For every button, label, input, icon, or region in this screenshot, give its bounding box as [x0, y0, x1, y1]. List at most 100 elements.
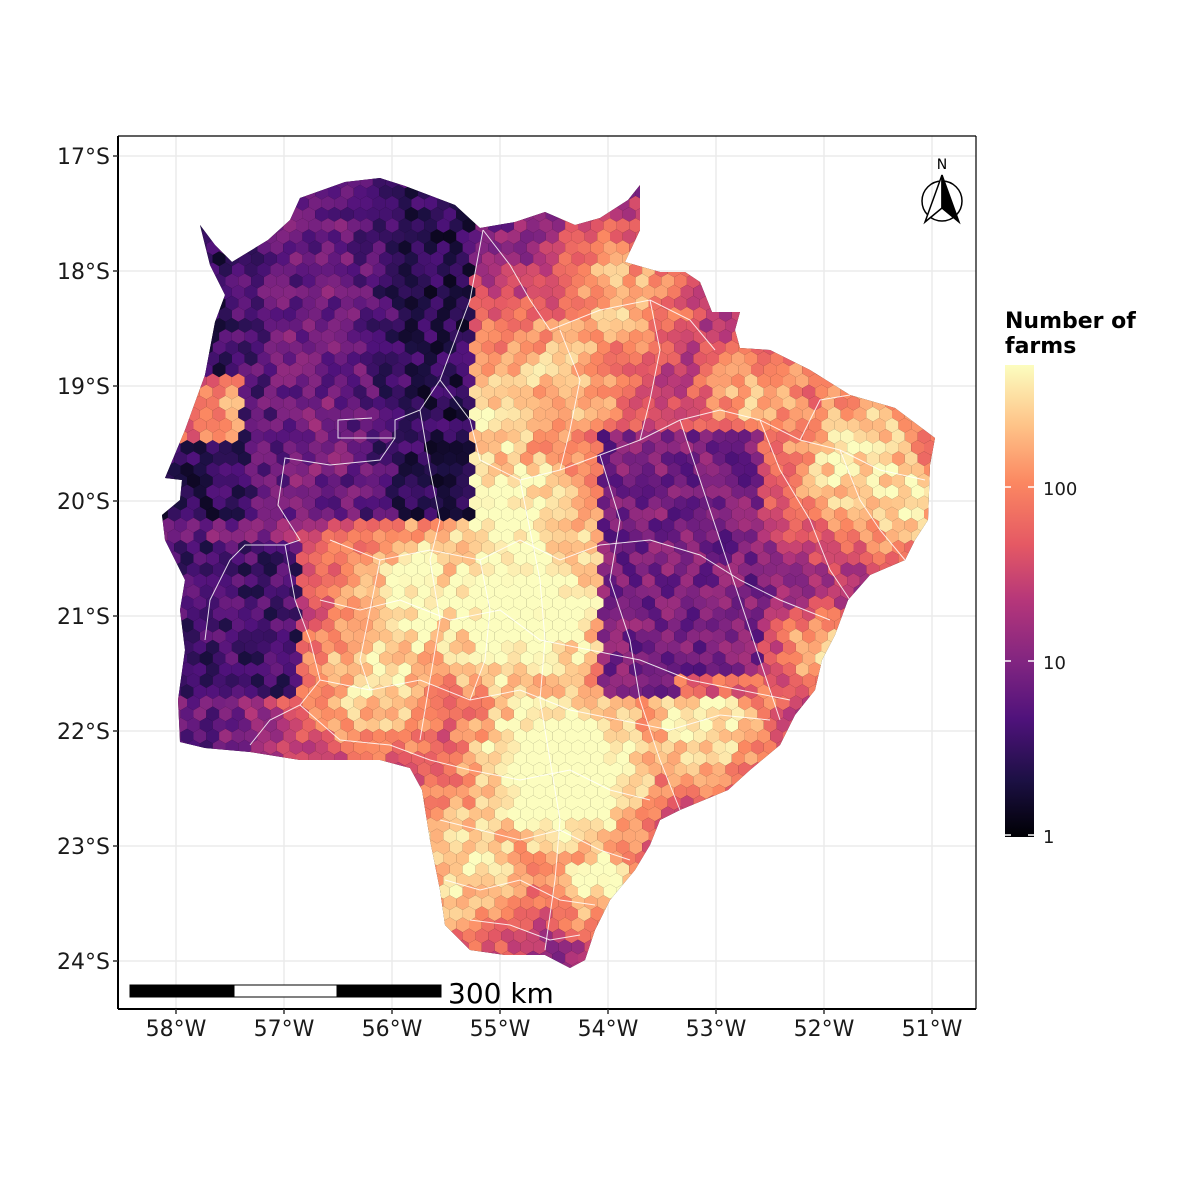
hex-cell: [802, 628, 816, 644]
hex-cell: [328, 517, 341, 533]
hex-cell: [494, 628, 508, 644]
hex-cell: [347, 506, 361, 522]
hex-cell: [315, 695, 328, 711]
hex-cell: [629, 573, 643, 589]
hex-cell: [340, 584, 354, 600]
hex-cell: [597, 495, 610, 511]
hex-cell: [770, 639, 783, 655]
hex-cell: [392, 562, 405, 577]
hex-cell: [347, 306, 361, 322]
hex-cell: [328, 384, 341, 400]
hex-cell: [212, 251, 226, 267]
hex-cell: [738, 695, 751, 711]
hex-cell: [789, 695, 803, 711]
hex-cell: [507, 939, 521, 955]
hex-cell: [680, 573, 694, 589]
hex-cell: [411, 284, 425, 300]
hex-cell: [558, 362, 572, 378]
hex-cell: [315, 628, 328, 644]
hex-cell: [475, 906, 489, 922]
hex-cell: [597, 362, 610, 378]
hex-cell: [667, 551, 681, 566]
hex-cell: [757, 706, 771, 722]
hex-cell: [565, 484, 578, 500]
hex-cell: [443, 207, 457, 222]
hex-cell: [430, 318, 444, 333]
hex-cell: [731, 351, 745, 367]
hex-cell: [270, 373, 284, 389]
hex-cell: [462, 218, 476, 233]
hex-cell: [392, 495, 405, 511]
hex-cell: [308, 240, 322, 256]
hex-cell: [456, 628, 469, 644]
hex-cell: [578, 617, 591, 633]
hex-cell: [424, 218, 437, 233]
hex-cell: [507, 628, 521, 644]
boundary-line: [337, 229, 484, 439]
hex-cell: [629, 728, 643, 744]
hex-cell: [725, 495, 739, 511]
hex-cell: [911, 462, 924, 478]
hex-cell: [379, 495, 393, 511]
hex-cell: [520, 429, 534, 444]
hex-cell: [334, 329, 348, 344]
hex-cell: [539, 440, 553, 455]
hex-cell: [475, 928, 489, 944]
hex-cell: [424, 262, 437, 278]
hex-cell: [533, 739, 546, 755]
hex-cell: [321, 306, 335, 322]
hex-cell: [475, 817, 489, 833]
hex-cell: [366, 362, 380, 378]
hex-cell: [629, 617, 643, 633]
hex-cell: [565, 706, 578, 722]
hex-cell: [635, 362, 649, 378]
hex-cell: [597, 873, 610, 888]
hex-cell: [206, 573, 220, 589]
hex-cell: [578, 861, 591, 877]
hex-cell: [834, 395, 848, 411]
boundary-line: [419, 409, 441, 741]
hex-cell: [494, 850, 508, 866]
hex-cell: [302, 429, 316, 444]
hex-cell: [501, 506, 514, 522]
hex-cell: [437, 528, 450, 544]
hex-cell: [513, 240, 527, 256]
hex-cell: [622, 340, 636, 355]
hex-cell: [539, 284, 553, 300]
hex-cell: [308, 440, 322, 455]
hex-cell: [635, 384, 649, 400]
hex-cell: [238, 717, 252, 733]
hex-cell: [430, 295, 444, 311]
hex-cell: [635, 695, 649, 711]
hex-cell: [680, 750, 694, 766]
hex-cell: [257, 395, 271, 411]
hex-cell: [571, 251, 585, 267]
hex-cell: [513, 728, 527, 744]
hex-cell: [552, 329, 566, 344]
hex-cell: [597, 562, 610, 577]
hex-cell: [296, 373, 309, 389]
hex-cell: [763, 384, 777, 400]
hex-cell: [584, 806, 598, 822]
hex-cell: [507, 406, 521, 422]
hex-cell: [469, 806, 482, 822]
hex-cell: [866, 473, 880, 489]
hex-cell: [802, 651, 816, 666]
hex-cell: [597, 295, 610, 311]
hex-cell: [539, 861, 553, 877]
hex-cell: [545, 850, 559, 866]
hex-cell: [795, 617, 809, 633]
hex-cell: [629, 462, 643, 478]
hex-cell: [565, 528, 578, 544]
hex-cell: [642, 329, 655, 344]
hex-cell: [610, 695, 623, 711]
hex-cell: [469, 628, 482, 644]
hex-cell: [404, 429, 418, 444]
hex-cell: [212, 384, 226, 400]
hex-cell: [539, 417, 553, 433]
hex-cell: [225, 495, 239, 511]
hex-cell: [533, 873, 546, 888]
hex-cell: [815, 562, 828, 577]
hex-cell: [193, 684, 207, 700]
hex-cell: [417, 207, 431, 222]
